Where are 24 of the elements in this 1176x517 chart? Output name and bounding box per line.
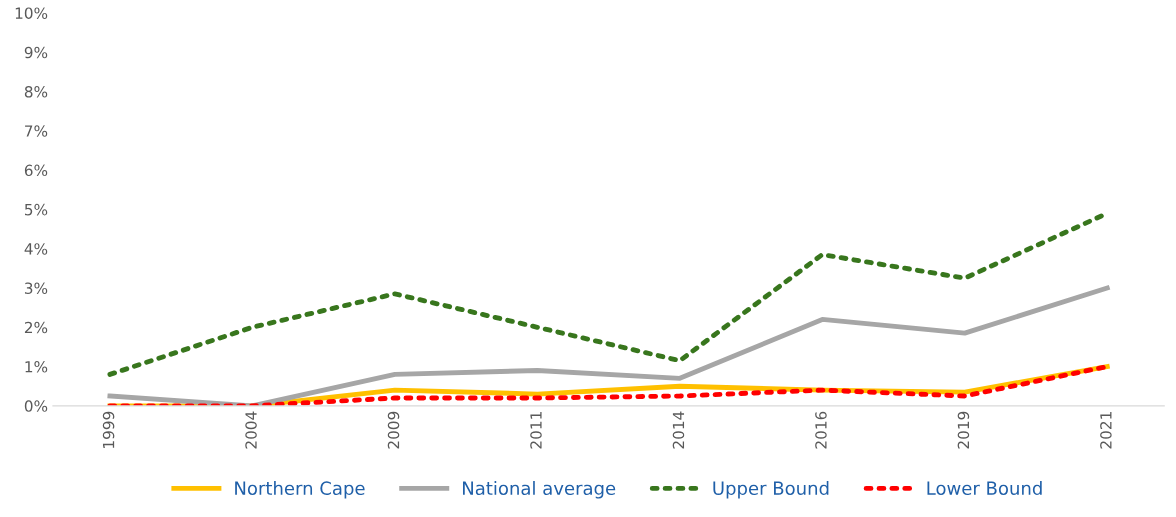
x-tick-label: 1999: [102, 411, 115, 448]
x-tick-label: 2009: [387, 411, 400, 449]
y-tick-label: 10%: [15, 7, 48, 19]
x-tick-label: 2014: [672, 411, 685, 449]
legend-label: Upper Bound: [713, 481, 829, 499]
y-tick-label: 1%: [25, 361, 48, 373]
legend-label: Northern Cape: [235, 481, 365, 499]
y-tick-label: 3%: [24, 282, 48, 294]
legend-label: National average: [463, 481, 616, 499]
x-tick-label: 2016: [815, 411, 827, 449]
y-tick-label: 8%: [24, 85, 48, 98]
y-tick-label: 2%: [24, 321, 48, 334]
line-series: [107, 285, 1110, 406]
x-tick-label: 2021: [1100, 412, 1112, 449]
x-tick-label: 2019: [957, 411, 970, 449]
y-tick-label: 0%: [24, 400, 48, 412]
y-tick-label: 7%: [25, 125, 48, 137]
y-tick-label: 6%: [24, 164, 48, 177]
y-tick-label: 5%: [25, 203, 48, 216]
x-tick-label: 2011: [530, 412, 542, 449]
x-tick-label: 2004: [245, 411, 257, 449]
y-tick-label: 9%: [24, 46, 48, 59]
y-tick-label: 4%: [24, 243, 48, 255]
legend-label: Lower Bound: [927, 481, 1042, 496]
